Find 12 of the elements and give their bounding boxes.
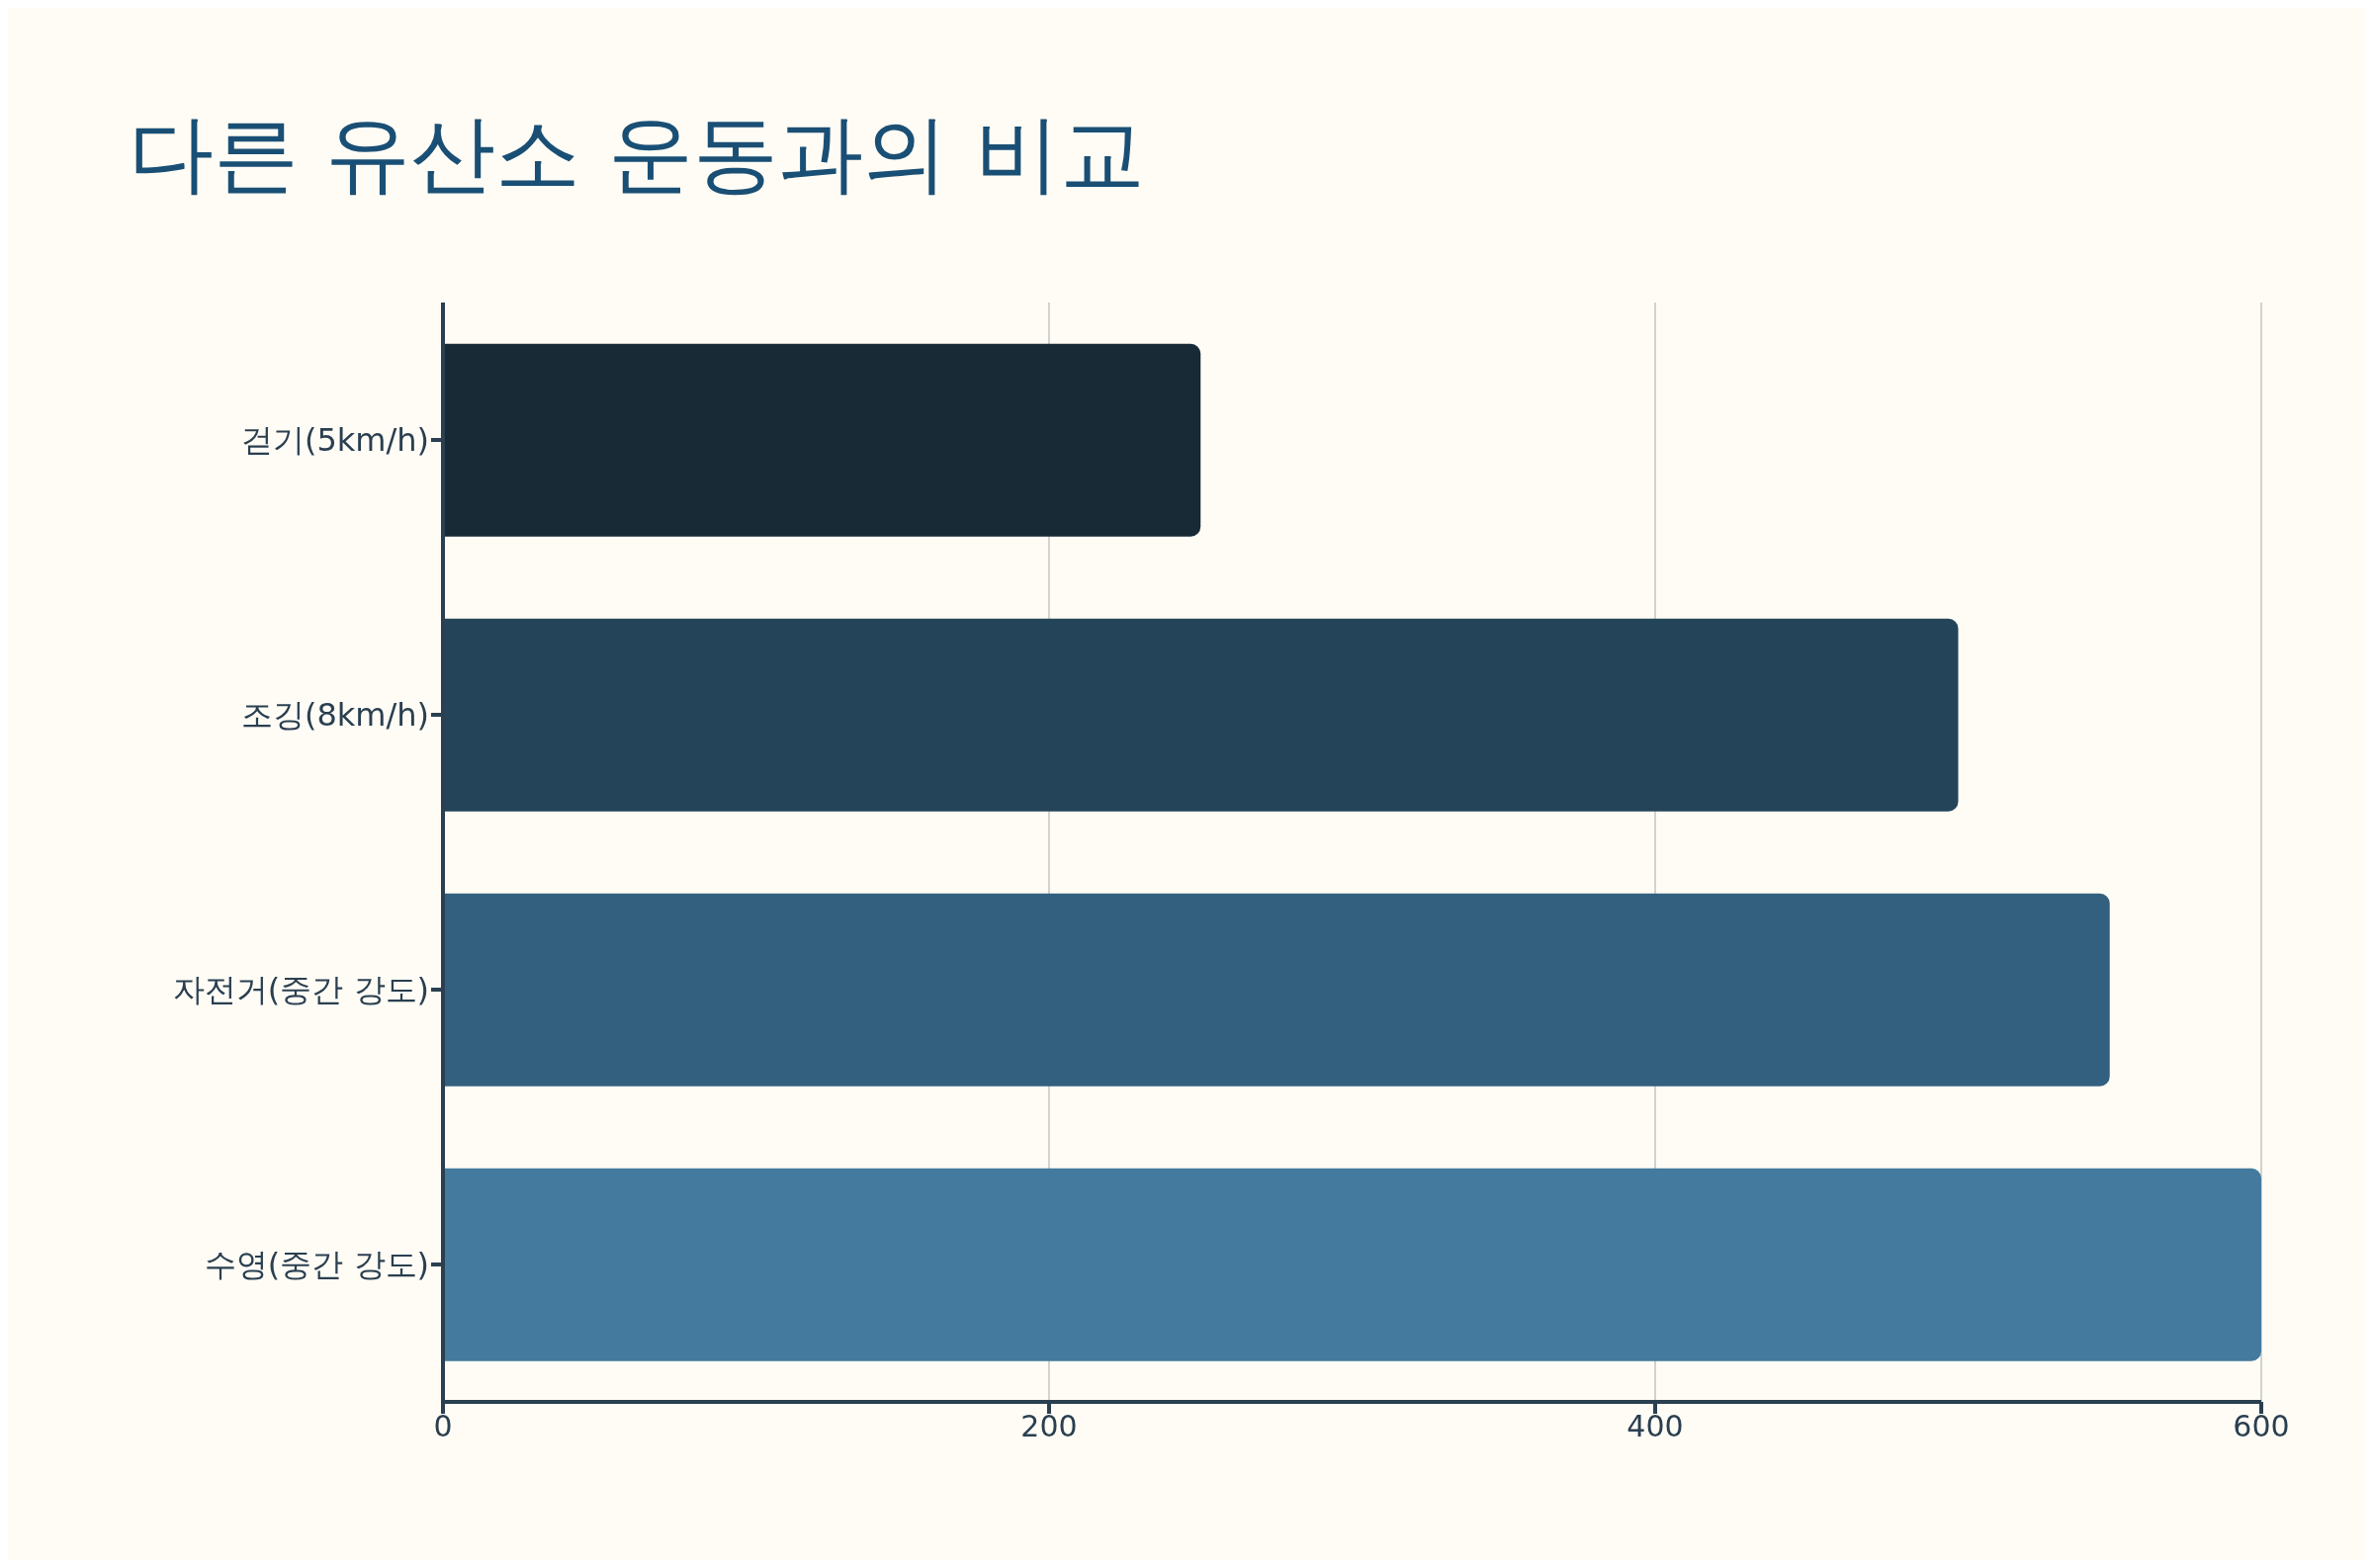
y-tick-label: 걷기(5km/h) [240, 421, 429, 460]
bar [443, 1168, 2261, 1361]
x-tick-label: 600 [2233, 1409, 2290, 1444]
y-tick-label: 조깅(8km/h) [240, 696, 429, 735]
x-tick-label: 0 [433, 1409, 453, 1444]
bar [443, 893, 2110, 1087]
x-tick-label: 400 [1626, 1409, 1684, 1444]
y-tick-label: 자전거(중간 강도) [172, 971, 429, 1009]
x-tick-label: 200 [1020, 1409, 1078, 1444]
bar [443, 343, 1201, 537]
y-tick-label: 수영(중간 강도) [204, 1246, 429, 1284]
chart-title: 다른 유산소 운동과의 비교 [129, 103, 1146, 205]
